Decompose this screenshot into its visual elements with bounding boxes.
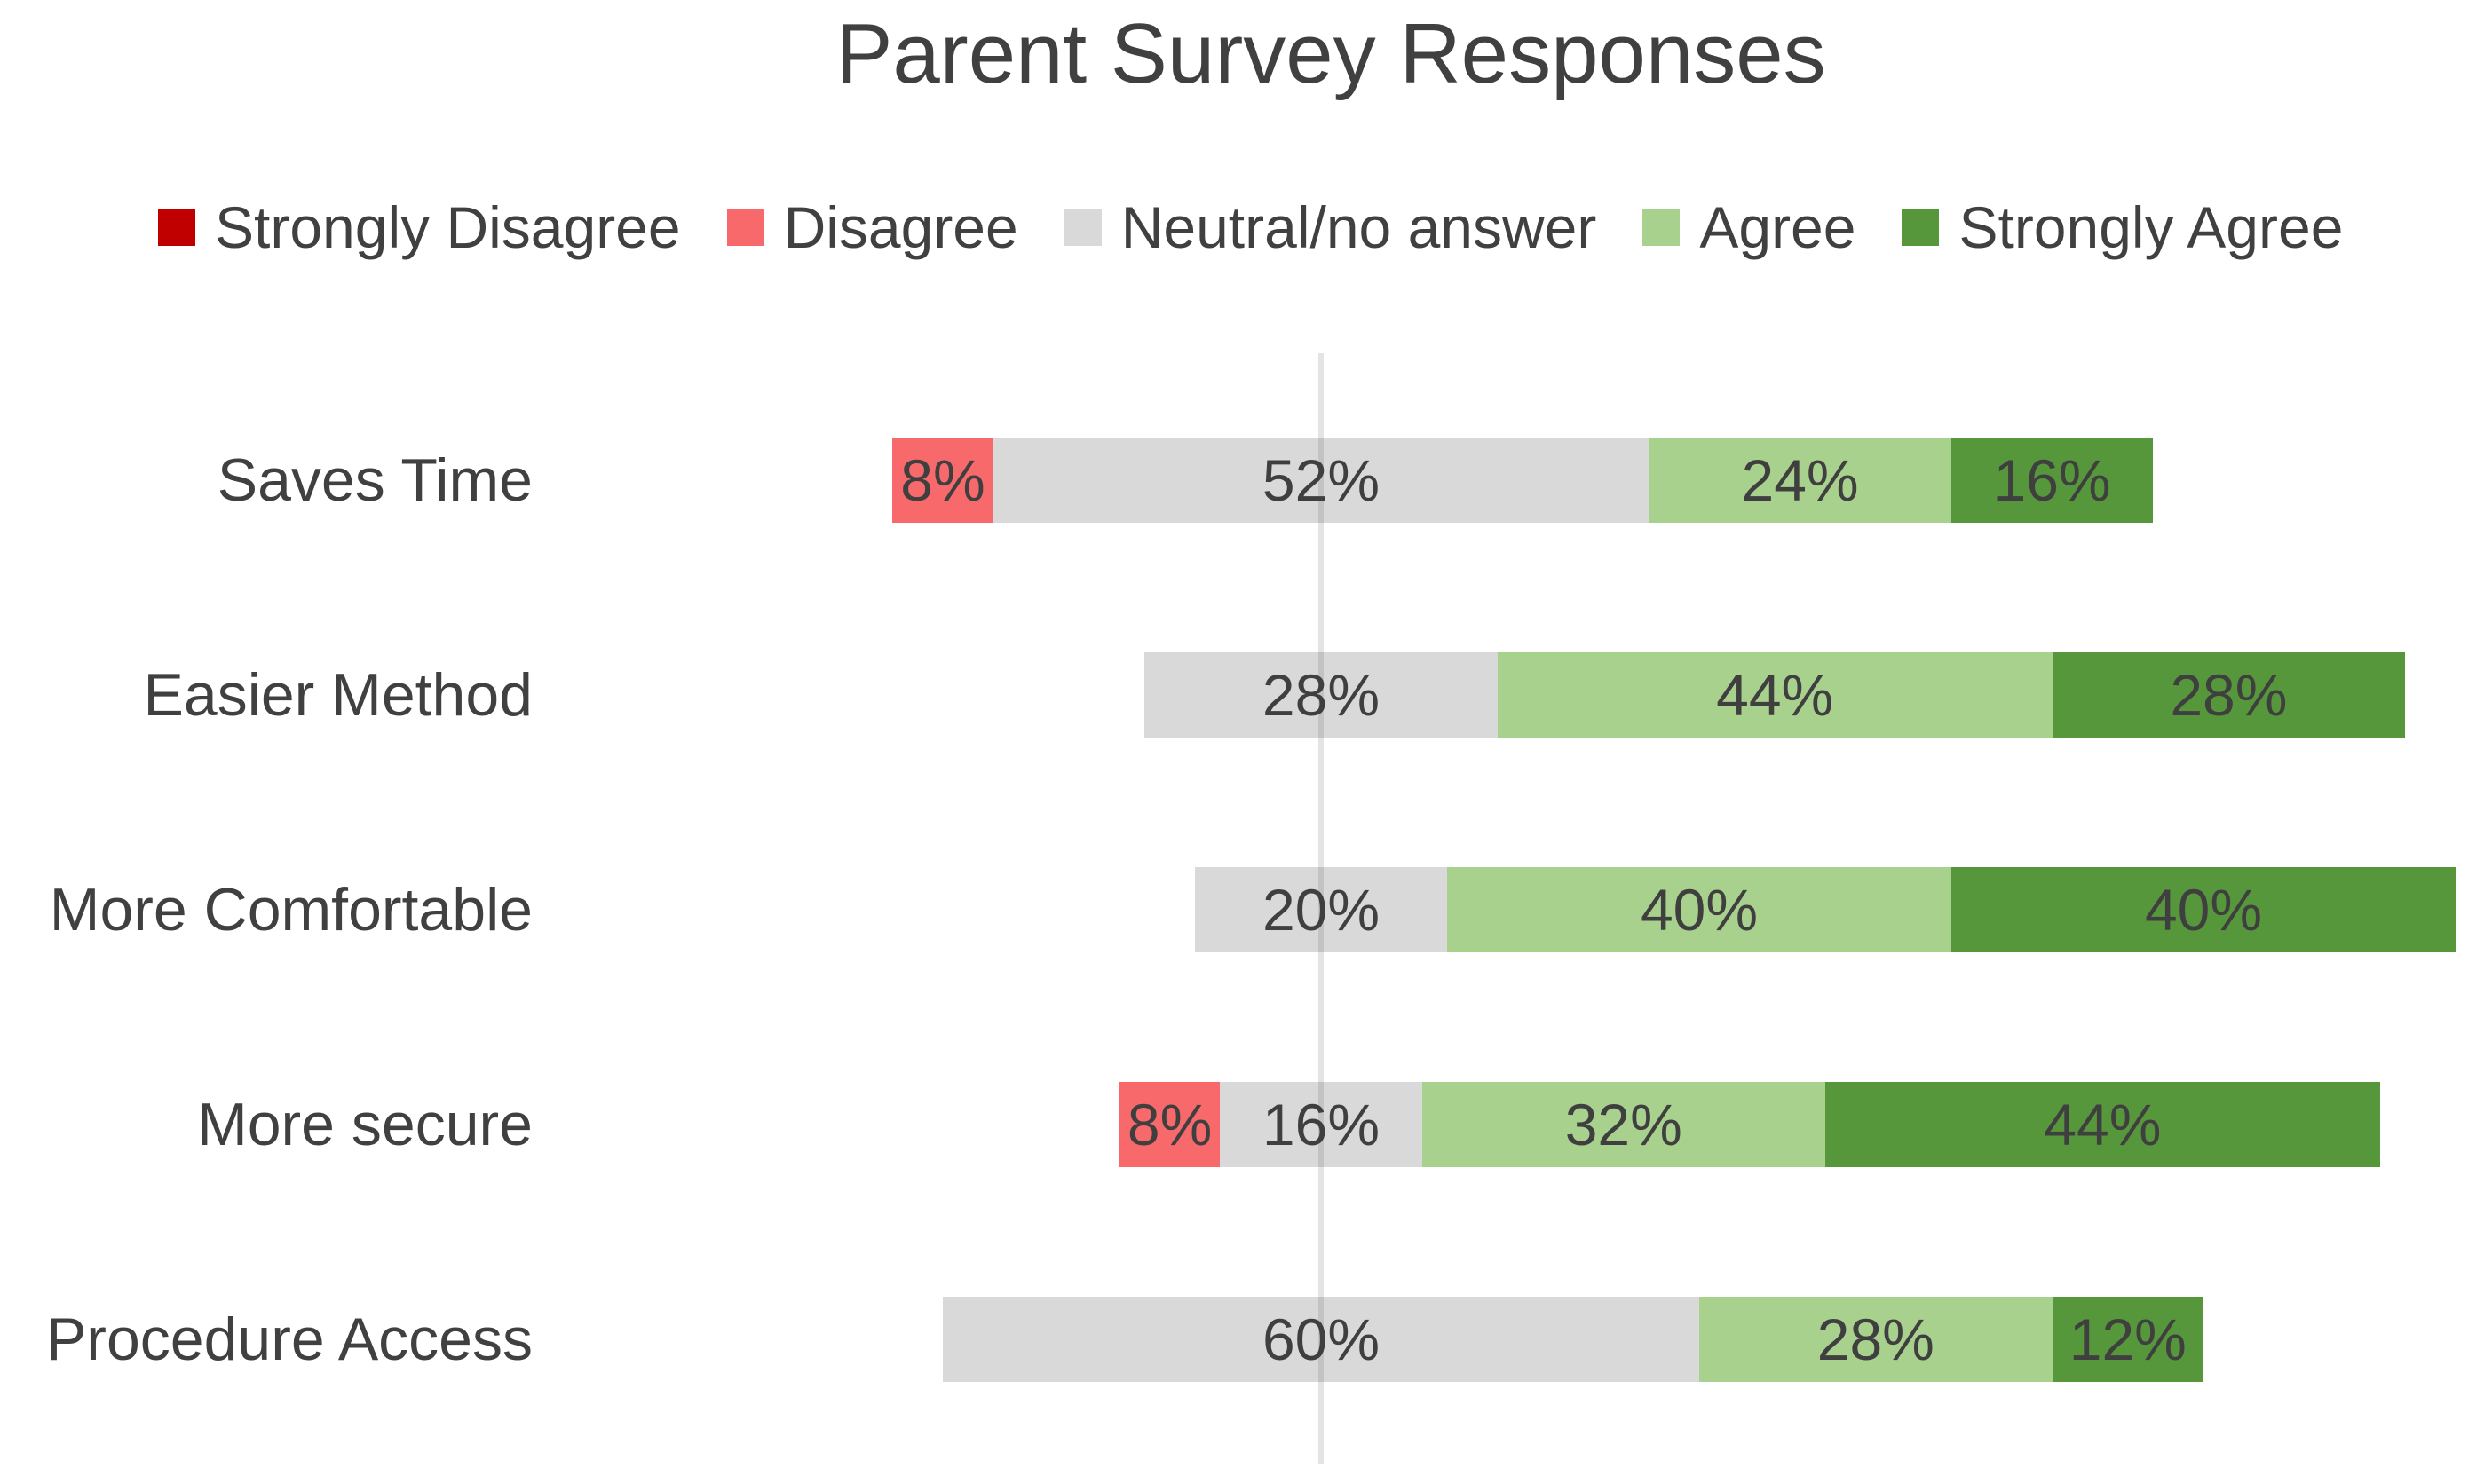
segment-value-label: 32% bbox=[1564, 1092, 1682, 1157]
segment-value-label: 28% bbox=[1262, 662, 1380, 728]
bar-segment-agree: 32% bbox=[1421, 1082, 1825, 1167]
segment-value-label: 8% bbox=[1127, 1092, 1213, 1157]
bar-segment-strongly-agree: 16% bbox=[1950, 438, 2154, 523]
segment-value-label: 16% bbox=[1993, 447, 2111, 513]
bar-segment-strongly-agree: 28% bbox=[2052, 652, 2406, 738]
segment-value-label: 44% bbox=[1716, 662, 1834, 728]
bar-segment-disagree: 8% bbox=[1119, 1082, 1221, 1167]
bar-segment-neutral-no-answer: 28% bbox=[1144, 652, 1498, 738]
bar-segment-strongly-agree: 12% bbox=[2052, 1297, 2203, 1382]
category-label-saves-time: Saves Time bbox=[217, 446, 533, 514]
legend-label: Agree bbox=[1699, 194, 1856, 260]
legend-item-strongly-disagree: Strongly Disagree bbox=[158, 193, 681, 261]
segment-value-label: 40% bbox=[2144, 877, 2263, 943]
category-label-more-secure: More secure bbox=[197, 1091, 533, 1158]
bar-row-saves-time: 8% 52% 24% 16% bbox=[892, 438, 2154, 523]
bar-segment-neutral-no-answer: 52% bbox=[993, 438, 1649, 523]
category-label-more-comfortable: More Comfortable bbox=[49, 876, 533, 943]
center-axis-gridline bbox=[1318, 353, 1324, 1464]
legend-swatch-icon bbox=[158, 209, 195, 246]
segment-value-label: 44% bbox=[2044, 1092, 2162, 1157]
segment-value-label: 8% bbox=[900, 447, 985, 513]
segment-value-label: 40% bbox=[1640, 877, 1759, 943]
chart-title: Parent Survey Responses bbox=[835, 6, 1826, 101]
segment-value-label: 12% bbox=[2069, 1306, 2187, 1372]
legend-label: Strongly Agree bbox=[1958, 194, 2344, 260]
category-label-easier-method: Easier Method bbox=[143, 661, 533, 729]
segment-value-label: 52% bbox=[1262, 447, 1380, 513]
bar-row-more-secure: 8% 16% 32% 44% bbox=[1119, 1082, 2380, 1167]
legend-item-strongly-agree: Strongly Agree bbox=[1902, 193, 2343, 261]
bar-segment-agree: 40% bbox=[1447, 867, 1951, 952]
bar-segment-neutral-no-answer: 16% bbox=[1220, 1082, 1422, 1167]
bar-row-easier-method: 28% 44% 28% bbox=[1144, 652, 2406, 738]
legend-label: Strongly Disagree bbox=[215, 194, 681, 260]
bar-segment-neutral-no-answer: 20% bbox=[1195, 867, 1447, 952]
legend-label: Disagree bbox=[783, 194, 1018, 260]
segment-value-label: 28% bbox=[2170, 662, 2288, 728]
segment-value-label: 16% bbox=[1262, 1092, 1380, 1157]
bar-row-more-comfortable: 20% 40% 40% bbox=[1195, 867, 2456, 952]
legend-swatch-icon bbox=[1642, 209, 1681, 246]
segment-value-label: 28% bbox=[1816, 1306, 1934, 1372]
legend-item-disagree: Disagree bbox=[726, 193, 1018, 261]
segment-value-label: 60% bbox=[1262, 1306, 1380, 1372]
legend-item-agree: Agree bbox=[1642, 193, 1855, 261]
legend-label: Neutral/no answer bbox=[1120, 194, 1597, 260]
bar-segment-strongly-agree: 44% bbox=[1824, 1082, 2380, 1167]
legend: Strongly Disagree Disagree Neutral/no answ… bbox=[158, 193, 2484, 261]
segment-value-label: 20% bbox=[1262, 877, 1380, 943]
segment-value-label: 24% bbox=[1741, 447, 1859, 513]
bar-segment-agree: 44% bbox=[1497, 652, 2053, 738]
bar-segment-strongly-agree: 40% bbox=[1951, 867, 2456, 952]
legend-item-neutral-no-answer: Neutral/no answer bbox=[1064, 193, 1597, 261]
bar-segment-disagree: 8% bbox=[892, 438, 993, 523]
bar-segment-agree: 24% bbox=[1649, 438, 1951, 523]
legend-swatch-icon bbox=[1064, 209, 1102, 246]
category-label-procedure-access: Procedure Access bbox=[45, 1306, 533, 1373]
legend-swatch-icon bbox=[726, 209, 764, 246]
bar-row-procedure-access: 60% 28% 12% bbox=[943, 1297, 2203, 1382]
bar-segment-agree: 28% bbox=[1699, 1297, 2053, 1382]
bar-segment-neutral-no-answer: 60% bbox=[943, 1297, 1699, 1382]
legend-swatch-icon bbox=[1902, 209, 1940, 246]
